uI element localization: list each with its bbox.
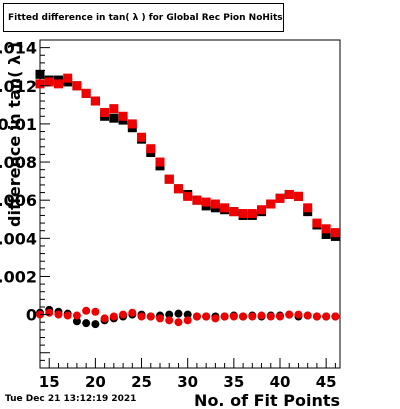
data-point-square-1 [173,184,183,194]
data-point-square-1 [321,224,331,234]
data-point-square-1 [275,193,285,203]
data-point-circle-3 [183,316,192,325]
data-point-square-1 [109,104,119,114]
data-point-square-1 [53,79,63,89]
data-point-square-1 [293,191,303,201]
data-point-circle-3 [257,311,266,320]
data-point-circle-3 [239,312,248,321]
data-point-circle-3 [211,314,220,323]
x-tick-label: 15 [39,373,60,391]
data-point-square-1 [155,157,165,167]
data-point-circle-2 [165,310,174,319]
data-point-circle-3 [54,310,63,319]
data-point-circle-3 [276,312,284,321]
data-point-circle-3 [63,311,72,320]
data-point-circle-3 [294,310,303,319]
data-point-square-1 [238,209,248,219]
data-point-square-1 [100,107,110,117]
data-point-circle-3 [128,308,137,317]
data-point-circle-2 [91,320,100,329]
data-point-circle-2 [174,309,183,318]
chart-title-box: Fitted difference in tan( λ ) for Global… [3,3,284,32]
data-point-square-1 [137,132,147,142]
data-point-square-1 [90,96,100,106]
y-tick-label: 0.006 [0,191,37,210]
data-point-circle-3 [322,312,331,321]
x-tick-label: 20 [85,373,106,391]
data-point-square-1 [257,205,267,215]
data-point-square-1 [183,191,193,201]
data-point-circle-3 [174,318,183,327]
data-point-circle-3 [146,312,155,321]
x-tick-label: 30 [177,373,198,391]
data-point-square-1 [146,144,156,154]
data-point-circle-3 [100,314,109,323]
data-point-square-1 [118,111,128,121]
data-point-square-1 [72,81,82,91]
y-tick-label: 0.004 [0,229,37,248]
y-tick-label: 0.012 [0,77,37,96]
x-tick-label: 35 [223,373,244,391]
data-point-square-1 [303,203,313,213]
data-point-square-1 [247,209,257,219]
axes: 15 20 25 30 35 40 45 0 0.002 0.004 0.006 0.008 0.01 0… [0,39,337,391]
data-point-square-0 [35,69,45,79]
data-point-circle-3 [303,311,312,320]
data-point-square-1 [44,77,54,87]
y-tick-label: 0 [26,306,37,325]
y-tick-label: 0.014 [0,39,37,58]
data-point-circle-3 [312,312,321,321]
data-point-square-1 [35,79,45,89]
x-tick-label: 45 [316,373,337,391]
datestamp: Tue Dec 21 13:12:19 2021 [5,394,137,404]
data-point-square-1 [220,203,230,213]
data-point-circle-2 [72,317,81,326]
data-point-square-1 [201,197,211,207]
data-point-square-1 [81,88,91,98]
data-point-circle-3 [119,310,128,319]
data-point-circle-3 [137,312,146,321]
data-point-square-1 [330,228,340,238]
x-tick-label: 25 [131,373,152,391]
data-point-square-0 [321,230,331,240]
data-point-circle-2 [82,319,91,328]
data-point-square-1 [164,174,174,184]
data-point-circle-3 [156,314,164,323]
data-point-circle-3 [109,312,118,321]
data-point-square-1 [284,189,294,199]
y-tick-label: 0.002 [0,267,37,286]
data-point-circle-3 [45,308,54,317]
y-tick-label: 0.008 [0,153,37,172]
x-tick-label: 40 [270,373,291,391]
data-point-square-0 [109,113,119,123]
data-point-circle-3 [285,310,294,319]
data-point-circle-3 [220,312,229,321]
data-point-circle-3 [266,312,275,321]
data-point-square-1 [312,218,322,228]
data-point-circle-3 [192,312,201,321]
data-point-circle-3 [229,312,238,321]
data-point-circle-2 [183,310,192,319]
data-point-square-1 [229,207,239,217]
data-markers [35,69,340,329]
data-point-square-1 [210,199,220,209]
data-point-circle-3 [72,311,81,320]
y-tick-label: 0.01 [0,115,37,134]
data-point-circle-3 [248,312,257,321]
chart-title: Fitted difference in tan( λ ) for Global… [8,12,283,23]
data-point-square-1 [63,73,73,83]
data-point-circle-3 [331,312,340,321]
data-point-circle-3 [202,312,211,321]
data-point-square-1 [192,195,202,205]
x-axis-label: No. of Fit Points [194,391,340,409]
data-point-square-1 [266,199,276,209]
data-point-circle-3 [91,307,100,316]
y-axis-label: difference in tan( λ ) [5,42,24,227]
data-point-circle-3 [165,316,174,325]
data-point-square-1 [127,119,137,129]
data-point-circle-3 [82,306,91,315]
